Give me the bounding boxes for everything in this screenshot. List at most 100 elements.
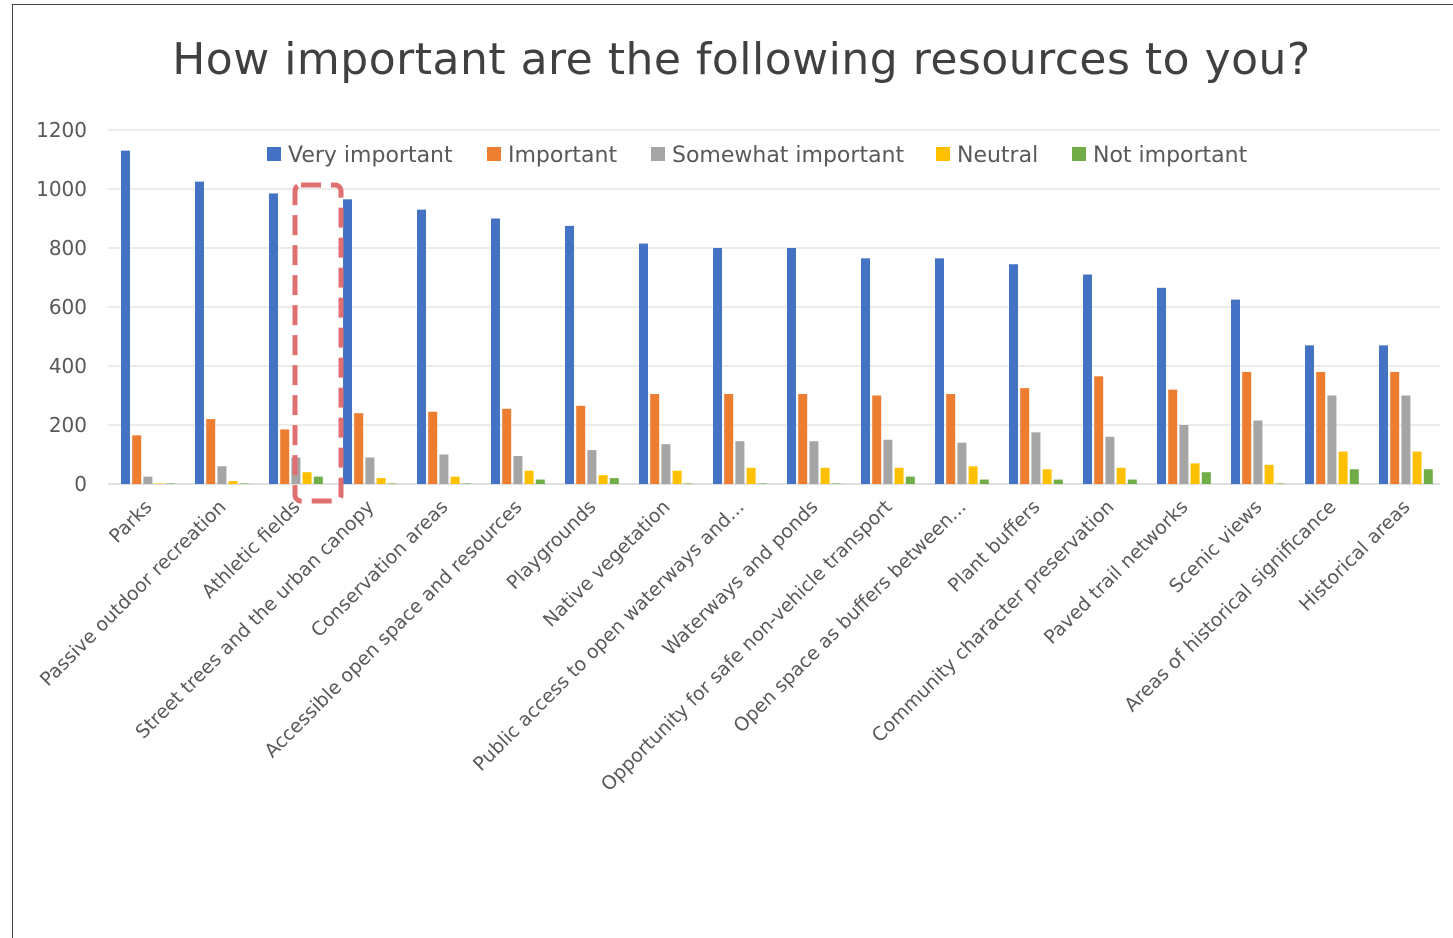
bar (1127, 479, 1137, 484)
y-tick-label: 400 (49, 354, 87, 378)
legend-swatch (1072, 147, 1086, 161)
bar (946, 394, 956, 484)
bar (1423, 469, 1433, 484)
y-tick-label: 1200 (36, 118, 87, 142)
bar (461, 483, 471, 484)
bar (957, 442, 967, 484)
bar (302, 472, 312, 484)
bar (979, 479, 989, 484)
bar (524, 470, 534, 484)
bar (883, 439, 893, 484)
bar (1105, 436, 1115, 484)
bar (1401, 395, 1411, 484)
bar (376, 478, 386, 484)
bar (735, 441, 745, 484)
y-tick-label: 1000 (36, 177, 87, 201)
bar (1157, 287, 1166, 484)
bar (1168, 389, 1178, 484)
legend-swatch (267, 147, 281, 161)
bar (239, 483, 249, 484)
bar (1190, 463, 1200, 484)
bar (387, 483, 397, 484)
bar (121, 150, 130, 484)
bar (365, 457, 375, 484)
x-category-label: Paved trail networks (1040, 496, 1193, 649)
x-category-label: Accessible open space and resources (260, 496, 526, 762)
bar (1116, 467, 1126, 484)
legend-swatch (651, 147, 665, 161)
bar (1264, 464, 1274, 484)
legend-label: Neutral (957, 143, 1038, 168)
y-tick-label: 600 (49, 295, 87, 319)
x-category-label: Native vegetation (539, 496, 675, 632)
bar (872, 395, 882, 484)
bar (1412, 451, 1422, 484)
bar (1031, 432, 1041, 484)
bar (713, 248, 722, 484)
bar (343, 199, 352, 484)
bar (206, 419, 216, 484)
bar (968, 466, 978, 484)
bar (280, 429, 290, 484)
bar (1349, 469, 1359, 484)
bar (683, 483, 693, 484)
bar (820, 467, 830, 484)
bar (313, 476, 323, 484)
bar (1094, 376, 1104, 484)
y-tick-label: 0 (74, 472, 87, 496)
bar (502, 408, 512, 484)
bar (417, 209, 426, 484)
bar (535, 479, 545, 484)
bar (650, 394, 660, 484)
bar (195, 181, 204, 484)
bar (894, 467, 904, 484)
bar (661, 444, 671, 484)
bar (491, 218, 500, 484)
bar (269, 193, 278, 485)
bar (1053, 479, 1063, 484)
bar (1179, 425, 1189, 484)
bar (587, 450, 597, 484)
highlight-box (292, 182, 344, 504)
bar (154, 483, 164, 484)
bar (228, 481, 238, 484)
legend-label: Very important (288, 143, 453, 168)
bar (439, 454, 449, 484)
bar (809, 441, 819, 484)
x-category-label: Public access to open waterways and... (469, 496, 748, 775)
bar (598, 475, 608, 484)
legend-label: Not important (1093, 143, 1248, 168)
bar (1305, 345, 1314, 484)
bar (1379, 345, 1388, 484)
bar (1242, 371, 1252, 484)
x-category-label: Parks (105, 496, 157, 548)
bar (1083, 274, 1092, 484)
bar (861, 258, 870, 484)
legend-swatch (936, 147, 950, 161)
y-tick-label: 800 (49, 236, 87, 260)
bar (905, 476, 915, 484)
legend-label: Somewhat important (672, 143, 904, 168)
bar (787, 248, 796, 484)
bar (672, 470, 682, 484)
bar (1316, 371, 1326, 484)
bar (609, 478, 619, 484)
bar (1009, 264, 1018, 484)
bar (428, 411, 438, 484)
legend-label: Important (508, 143, 617, 168)
bar (217, 466, 227, 484)
bar (1275, 483, 1285, 484)
bar (450, 476, 460, 484)
y-tick-label: 200 (49, 413, 87, 437)
bar (746, 467, 756, 484)
bar (1253, 420, 1263, 484)
bar (1042, 469, 1052, 484)
bar (132, 435, 142, 484)
bar (576, 405, 586, 484)
bar (935, 258, 944, 484)
chart-title: How important are the following resource… (172, 34, 1311, 85)
bar (1327, 395, 1337, 484)
bar (1020, 388, 1030, 484)
bar (831, 483, 841, 484)
